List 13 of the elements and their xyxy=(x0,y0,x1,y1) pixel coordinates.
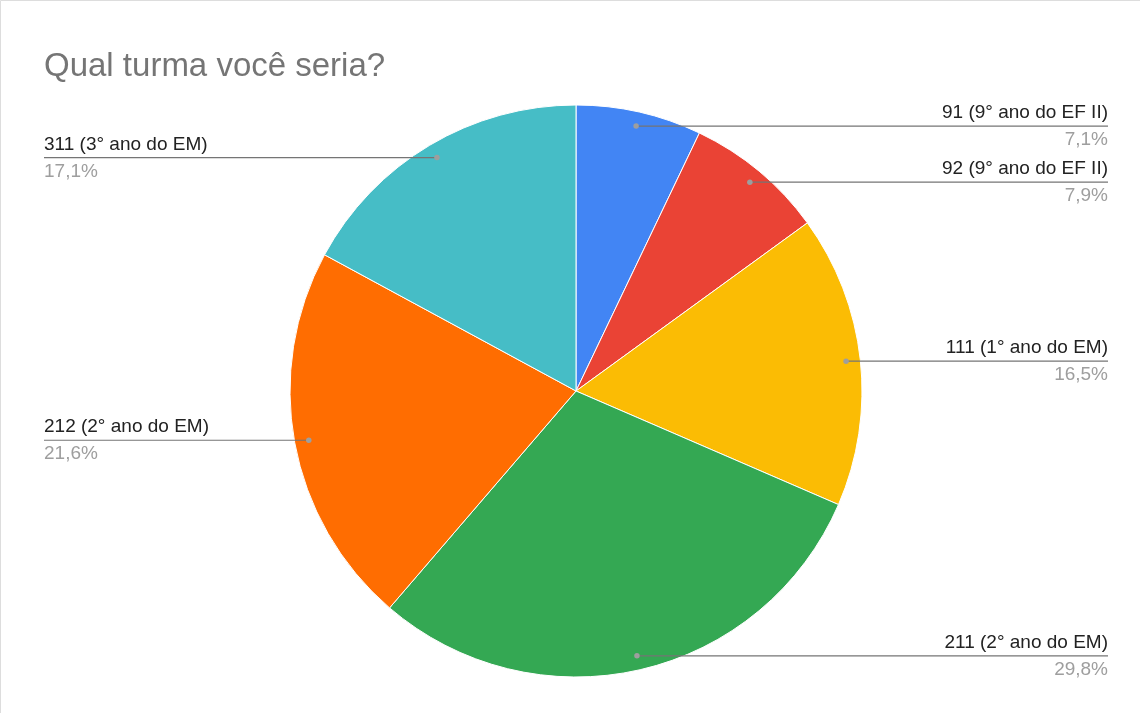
data-label: 21,6% xyxy=(44,442,98,464)
slice-label: 111 (1° ano do EM) xyxy=(945,336,1108,358)
slice-label: 212 (2° ano do EM) xyxy=(44,415,209,437)
slice-label: 92 (9° ano do EF II) xyxy=(941,157,1108,179)
slice-label: 91 (9° ano do EF II) xyxy=(941,101,1108,123)
slice-label: 211 (2° ano do EM) xyxy=(944,630,1108,652)
data-label: 29,8% xyxy=(1054,657,1109,679)
slice-label: 311 (3° ano do EM) xyxy=(44,132,208,154)
data-label: 7,1% xyxy=(1064,128,1109,150)
data-label: 17,1% xyxy=(44,159,98,181)
data-label: 16,5% xyxy=(1054,363,1109,385)
chart-title: Qual turma você seria? xyxy=(44,46,386,83)
data-label: 7,9% xyxy=(1064,184,1109,206)
